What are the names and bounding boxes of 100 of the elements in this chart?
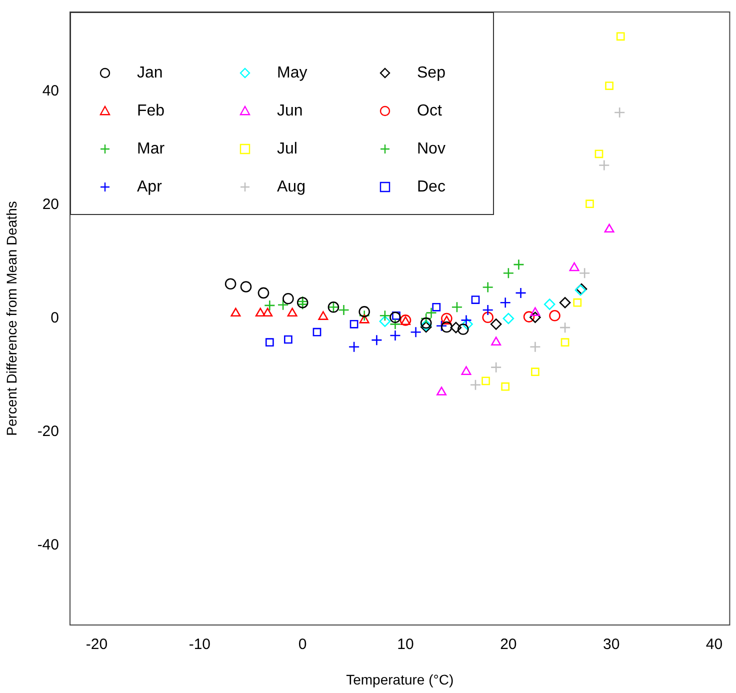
point: [359, 314, 370, 324]
point: [470, 379, 482, 391]
point: [450, 322, 462, 334]
x-tick-label: -10: [188, 636, 211, 654]
point: [420, 317, 432, 329]
point: [379, 316, 391, 327]
point: [451, 302, 463, 313]
x-tick-label: 0: [298, 636, 307, 654]
y-tick-label: 20: [42, 196, 59, 214]
y-tick-label: -40: [37, 536, 59, 554]
point: [549, 310, 560, 322]
point: [500, 296, 511, 308]
point: [282, 292, 294, 304]
x-axis-title: Temperature (°C): [346, 671, 454, 688]
point: [390, 330, 401, 342]
point: [420, 312, 432, 324]
point: [530, 307, 540, 316]
point: [390, 312, 401, 324]
point: [461, 366, 472, 376]
point: [605, 82, 614, 90]
point: [371, 334, 382, 346]
point: [350, 320, 358, 328]
point: [614, 106, 626, 118]
point: [490, 318, 502, 330]
legend-label: Jan: [137, 64, 163, 82]
y-tick-label: -20: [37, 423, 59, 440]
point: [240, 281, 252, 292]
x-tick-label: 10: [397, 636, 414, 654]
point: [441, 312, 452, 324]
point: [230, 308, 241, 317]
point: [616, 32, 625, 41]
point: [358, 306, 370, 318]
y-tick-label: 40: [42, 82, 59, 100]
point: [560, 338, 570, 347]
point: [598, 160, 610, 171]
point: [338, 304, 350, 316]
point: [559, 322, 571, 334]
point: [604, 224, 614, 233]
point: [460, 314, 472, 326]
point: [284, 335, 292, 344]
point: [390, 318, 401, 330]
point: [348, 341, 360, 353]
point: [491, 336, 502, 346]
point: [544, 298, 556, 310]
point: [410, 326, 422, 338]
y-tick-label: 0: [50, 310, 59, 327]
point: [482, 282, 494, 293]
legend-label: Apr: [137, 178, 163, 196]
point: [502, 312, 514, 324]
point: [482, 376, 490, 386]
legend-label: May: [277, 64, 308, 82]
point: [441, 321, 452, 333]
point: [379, 310, 391, 322]
legend-label: Jun: [277, 102, 303, 120]
point: [531, 368, 540, 376]
point: [426, 307, 437, 318]
point: [312, 328, 322, 336]
point: [457, 324, 469, 335]
legend-label: Feb: [137, 102, 165, 120]
point: [530, 312, 541, 324]
point: [573, 298, 582, 307]
y-axis-title: Percent Difference from Mean Deaths: [3, 201, 20, 436]
x-tick-label: 20: [500, 636, 517, 654]
point: [482, 312, 494, 324]
legend-label: Oct: [417, 102, 442, 120]
point: [523, 311, 535, 322]
point: [224, 278, 236, 290]
point: [594, 150, 604, 158]
point: [265, 338, 274, 347]
x-tick-label: 40: [706, 636, 723, 654]
point: [258, 287, 270, 299]
point: [442, 316, 452, 324]
point: [513, 258, 524, 270]
point: [502, 267, 514, 279]
point: [482, 304, 494, 316]
legend-label: Dec: [417, 178, 446, 196]
point: [432, 302, 441, 312]
point: [436, 386, 447, 396]
point: [578, 267, 590, 279]
legend-label: Jul: [277, 140, 298, 158]
x-tick-label: -20: [86, 636, 108, 654]
point: [358, 310, 370, 322]
point: [569, 262, 580, 272]
point: [255, 308, 266, 317]
x-tick-label: 30: [603, 636, 620, 654]
point: [490, 362, 502, 373]
point: [501, 382, 510, 391]
legend-label: Mar: [137, 140, 166, 158]
point: [515, 287, 526, 299]
point: [264, 300, 276, 312]
point: [436, 320, 448, 332]
point: [262, 308, 273, 317]
legend-label: Aug: [277, 178, 306, 196]
legend-label: Nov: [417, 140, 446, 158]
point: [530, 341, 541, 353]
point: [462, 318, 473, 330]
point: [559, 296, 571, 308]
point: [586, 200, 594, 208]
point: [277, 299, 289, 311]
point: [392, 311, 400, 320]
